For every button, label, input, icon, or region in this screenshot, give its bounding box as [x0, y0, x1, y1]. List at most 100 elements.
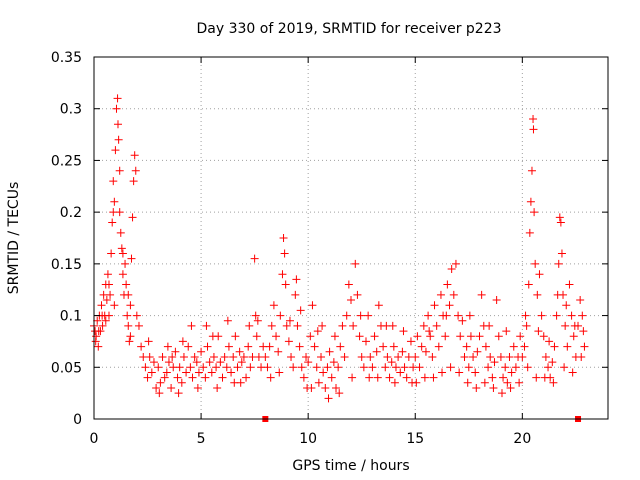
data-point [156, 378, 165, 387]
data-point [265, 342, 274, 351]
data-point [531, 259, 540, 268]
data-point [447, 265, 456, 274]
data-point [218, 373, 227, 382]
data-point [520, 342, 529, 351]
data-point [434, 342, 443, 351]
data-point [147, 368, 156, 377]
data-point [480, 378, 489, 387]
data-point [213, 383, 222, 392]
data-point [428, 352, 437, 361]
data-point [486, 352, 495, 361]
data-point [383, 352, 392, 361]
data-point [398, 347, 407, 356]
data-point [160, 373, 169, 382]
data-point [152, 383, 161, 392]
data-point [272, 332, 281, 341]
data-point [276, 311, 285, 320]
data-point [244, 342, 253, 351]
grid-lines [94, 57, 608, 419]
data-point [291, 290, 300, 299]
data-point [502, 327, 511, 336]
data-point [201, 373, 210, 382]
y-tick-label: 0.3 [60, 102, 82, 118]
data-point [263, 363, 272, 372]
data-point [308, 301, 317, 310]
data-point [306, 332, 315, 341]
data-point [130, 151, 139, 160]
data-point [443, 280, 452, 289]
data-point [436, 290, 445, 299]
data-point [281, 280, 290, 289]
y-tick-labels: 0 0.05 0.1 0.15 0.2 0.25 0.3 0.35 [51, 50, 82, 428]
data-point [526, 197, 535, 206]
data-point [111, 146, 120, 155]
data-point [338, 321, 347, 330]
data-point [110, 197, 119, 206]
data-point [93, 316, 102, 325]
data-point [173, 373, 182, 382]
data-point [534, 327, 543, 336]
data-point [458, 316, 467, 325]
data-point [466, 332, 475, 341]
data-point [340, 352, 349, 361]
data-point [296, 306, 305, 315]
data-point [317, 352, 326, 361]
data-point [388, 321, 397, 330]
data-point [122, 280, 131, 289]
data-point [344, 280, 353, 289]
data-point [488, 373, 497, 382]
chart-title: Day 330 of 2019, SRMTID for receiver p22… [196, 21, 501, 37]
data-point [330, 332, 339, 341]
data-point [419, 321, 428, 330]
data-point [207, 368, 216, 377]
data-point [578, 311, 587, 320]
data-point [278, 270, 287, 279]
data-point [481, 342, 490, 351]
data-point [471, 368, 480, 377]
data-point [113, 120, 122, 129]
data-point [576, 296, 585, 305]
data-point [116, 228, 125, 237]
data-point [97, 301, 106, 310]
data-point [310, 342, 319, 351]
x-tick-label: 10 [299, 431, 317, 447]
data-point [103, 270, 112, 279]
y-tick-label: 0.2 [60, 205, 82, 221]
data-point [429, 373, 438, 382]
data-point [186, 363, 195, 372]
data-point [126, 301, 135, 310]
data-point [297, 363, 306, 372]
data-point [379, 342, 388, 351]
data-point [472, 383, 481, 392]
y-tick-label: 0.15 [51, 257, 82, 273]
data-point [496, 352, 505, 361]
data-point [451, 259, 460, 268]
data-point [464, 363, 473, 372]
data-point [390, 378, 399, 387]
data-point [385, 373, 394, 382]
data-point [145, 352, 154, 361]
data-point [553, 290, 562, 299]
data-point [415, 363, 424, 372]
x-tick-label: 15 [406, 431, 424, 447]
data-point [193, 383, 202, 392]
data-point [484, 363, 493, 372]
data-point [357, 352, 366, 361]
data-point [417, 342, 426, 351]
data-point [568, 368, 577, 377]
data-point [121, 259, 130, 268]
data-point [163, 342, 172, 351]
data-point [530, 208, 539, 217]
data-point [329, 358, 338, 367]
data-point [412, 378, 421, 387]
data-point [560, 363, 569, 372]
y-tick-label: 0.25 [51, 153, 82, 169]
data-point [313, 327, 322, 336]
data-point [507, 368, 516, 377]
data-point [108, 218, 117, 227]
data-point [261, 352, 270, 361]
data-point [318, 321, 327, 330]
data-point [104, 280, 113, 289]
data-point [454, 311, 463, 320]
data-point [554, 259, 563, 268]
